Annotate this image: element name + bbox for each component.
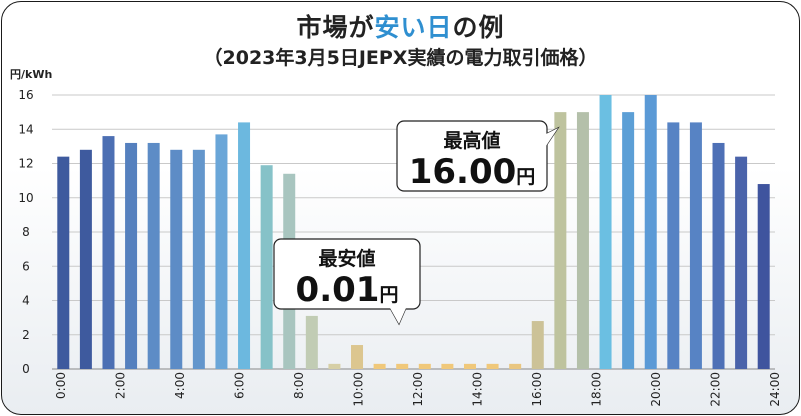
bar: [576, 112, 589, 369]
x-tick-label: 6:00: [233, 372, 247, 399]
x-tick-label: 10:00: [352, 372, 366, 407]
chart-title: 市場が安い日の例: [296, 13, 505, 42]
x-tick-label: 4:00: [173, 372, 187, 399]
x-tick-label: 0:00: [54, 372, 68, 399]
x-tick-label: 14:00: [471, 372, 485, 407]
callout-value: 0.01円: [296, 270, 399, 310]
bar: [57, 156, 70, 369]
bar: [147, 142, 160, 369]
y-tick-label: 0: [22, 362, 30, 376]
x-tick-label: 12:00: [411, 372, 425, 407]
x-tick-label: 20:00: [649, 372, 663, 407]
y-tick-label: 2: [22, 328, 30, 342]
y-tick-label: 12: [18, 157, 33, 171]
y-tick-label: 4: [22, 294, 30, 308]
callout-label: 最安値: [318, 247, 375, 270]
bar: [373, 363, 386, 369]
callout-pointer-fill: [390, 308, 406, 324]
bar: [170, 149, 183, 369]
bar: [260, 165, 273, 369]
bar: [463, 363, 476, 369]
y-axis-unit: 円/kWh: [10, 68, 52, 81]
y-tick-label: 14: [18, 122, 33, 136]
x-tick-label: 24:00: [768, 372, 782, 407]
bar: [238, 122, 251, 370]
x-tick-label: 18:00: [590, 372, 604, 407]
bar: [486, 363, 499, 369]
bar: [441, 363, 454, 369]
bar: [125, 142, 138, 369]
callout-box: [273, 238, 421, 310]
y-tick-label: 16: [18, 88, 33, 102]
bar: [554, 112, 567, 369]
x-tick-label: 2:00: [114, 372, 128, 399]
bar: [102, 136, 115, 369]
bar: [667, 122, 680, 370]
bar: [644, 95, 657, 369]
callout-unit: 円: [516, 166, 535, 188]
callout-label: 最高値: [443, 129, 500, 152]
bar: [79, 149, 92, 369]
bar: [689, 122, 702, 370]
bar: [396, 363, 409, 369]
callout-price: 0.01: [296, 270, 380, 310]
y-tick-label: 10: [18, 191, 33, 205]
bar: [599, 95, 612, 369]
callout-box: [396, 120, 548, 192]
x-tick-label: 22:00: [709, 372, 723, 407]
callout-price: 16.00: [409, 152, 517, 192]
bar: [305, 315, 318, 369]
bar: [418, 363, 431, 369]
y-tick-label: 8: [22, 225, 30, 239]
bar: [712, 142, 725, 369]
title-highlight: 安い日: [374, 13, 453, 42]
bar: [622, 112, 635, 369]
x-tick-label: 16:00: [530, 372, 544, 407]
bar: [735, 156, 748, 369]
bar: [509, 363, 522, 369]
bar: [328, 363, 341, 369]
x-tick-label: 8:00: [292, 372, 306, 399]
bar: [351, 345, 364, 369]
callout-pointer-fill: [542, 128, 558, 152]
y-tick-label: 6: [22, 259, 30, 273]
chart-subtitle: （2023年3月5日JEPX実績の電力取引価格）: [203, 47, 598, 69]
bar: [531, 321, 544, 369]
bar: [192, 149, 205, 369]
bar: [215, 134, 228, 369]
callout-value: 16.00円: [409, 152, 536, 192]
bar: [757, 184, 770, 369]
callout-unit: 円: [379, 284, 398, 306]
